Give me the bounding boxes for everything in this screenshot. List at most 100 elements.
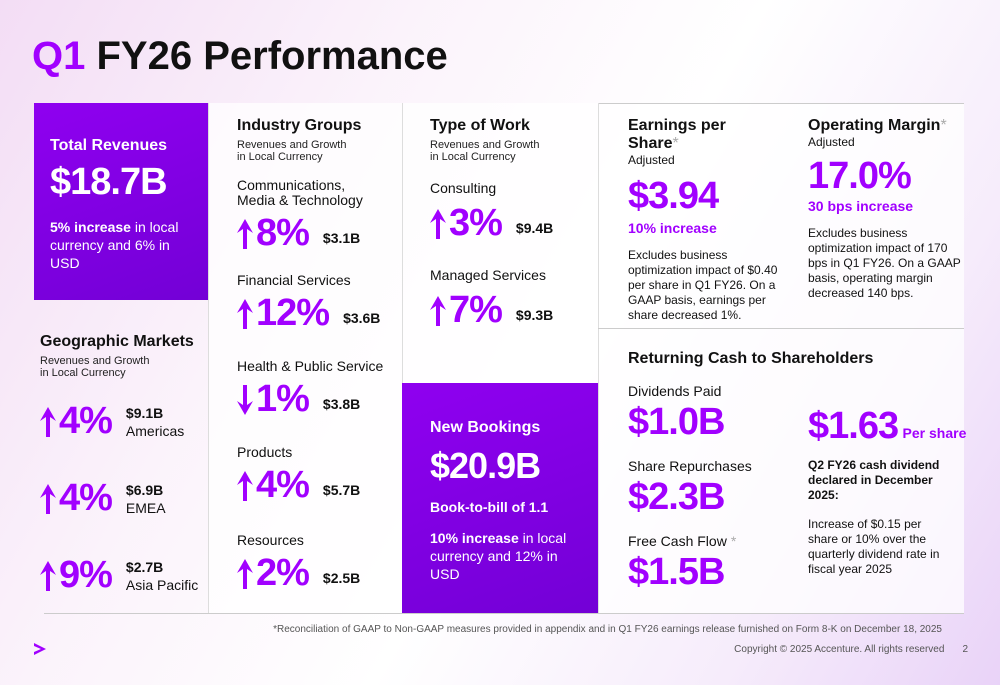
cash-value: $1.5B (628, 551, 725, 593)
dividend: $1.63 Per share Q2 FY26 cash dividend de… (808, 405, 966, 577)
heading: Total Revenues (50, 137, 168, 154)
cash-label-text: Share Repurchases (628, 458, 752, 474)
growth: 4% (59, 400, 113, 442)
arrow-up (237, 470, 253, 501)
work-name: Managed Services (430, 267, 546, 283)
value: $20.9B (430, 445, 541, 486)
growth: 7% (449, 289, 503, 331)
note: Excludes business optimization impact of… (628, 248, 778, 322)
cash-label: Free Cash Flow * (628, 534, 736, 549)
arrow-up (430, 208, 446, 239)
change: 30 bps increase (808, 198, 914, 214)
heading: Returning Cash to Shareholders (628, 350, 874, 367)
growth-row: 3% $9.4B (430, 202, 580, 245)
cash-value: $2.3B (628, 476, 725, 518)
amount: $5.7B (322, 481, 361, 498)
growth: 12% (256, 292, 330, 334)
growth-row: 7% $9.3B (430, 289, 580, 332)
heading: New Bookings (430, 419, 541, 436)
amount: $9.4B (515, 219, 554, 236)
cash-item: Free Cash Flow * $1.5B (628, 534, 736, 594)
work-item: Consulting 3% $9.4B (430, 181, 580, 245)
note: 5% increase in local currency and 6% in … (50, 218, 192, 272)
divider (598, 103, 964, 104)
note: 10% increase in local currency and 12% i… (430, 529, 570, 583)
heading: Earnings per Share* (628, 117, 778, 153)
cash-label: Share Repurchases (628, 459, 752, 474)
industry-name: Products (237, 444, 293, 460)
subheading: Revenues and Growth in Local Currency (430, 139, 540, 163)
ind-heading: Industry Groups Revenues and Growth in L… (237, 117, 361, 163)
cash-label: Dividends Paid (628, 384, 724, 399)
title: Q1 FY26 Performance (32, 34, 448, 79)
cash-value: $1.0B (628, 401, 725, 443)
region: Asia Pacific (125, 576, 199, 593)
amount-group: $2.7B Asia Pacific (126, 559, 198, 593)
subheading: Adjusted (808, 135, 855, 149)
geo-item: 4% $9.1B Americas (40, 400, 184, 443)
asterisk: * (730, 533, 737, 549)
work-name: Consulting (430, 180, 497, 196)
growth-row: 4% $9.1B Americas (40, 400, 184, 443)
heading: Geographic Markets (40, 333, 194, 350)
amount: $3.6B (343, 309, 381, 326)
growth: 4% (59, 477, 113, 519)
footer: Copyright © 2025 Accenture. All rights r… (734, 644, 968, 655)
arrow-up (40, 406, 56, 437)
text: in local currency and 6% in USD (50, 219, 179, 271)
divider (44, 613, 964, 614)
heading: Industry Groups (237, 117, 362, 134)
amount: $9.1B (125, 404, 164, 421)
value: 17.0% (808, 155, 912, 197)
arrow-up (40, 483, 56, 514)
industry-item: Resources 2% $2.5B (237, 533, 387, 595)
amount: $2.7B (125, 558, 164, 575)
highlight: 5% increase (50, 219, 131, 235)
growth: 2% (256, 552, 310, 594)
industry-item: Financial Services 12% $3.6B (237, 273, 387, 335)
copyright: Copyright © 2025 Accenture. All rights r… (734, 644, 945, 655)
heading: Operating Margin* (808, 117, 964, 135)
asterisk: * (672, 135, 679, 152)
value: $18.7B (50, 161, 168, 203)
tow-heading: Type of Work Revenues and Growth in Loca… (430, 117, 540, 163)
heading-text: Operating Margin (808, 117, 941, 134)
text: in local currency and 12% in USD (430, 530, 567, 582)
highlight: 10% increase (430, 530, 519, 546)
title-prefix: Q1 (32, 34, 86, 78)
region: Americas (125, 422, 185, 439)
cash-label-text: Dividends Paid (628, 383, 722, 399)
cash-item: Dividends Paid $1.0B (628, 384, 725, 444)
value: $3.94 (628, 175, 719, 217)
growth: 9% (59, 554, 113, 596)
subheading: Adjusted (628, 153, 675, 167)
amount-group: $6.9B EMEA (126, 482, 166, 516)
heading-text: Earnings per Share (628, 117, 726, 152)
heading: Type of Work (430, 117, 530, 134)
arrow-up (237, 558, 253, 589)
growth-row: 12% $3.6B (237, 292, 387, 335)
amount: $6.9B (125, 481, 164, 498)
value: $1.63 (808, 405, 899, 447)
divider (598, 103, 599, 613)
dividend-text: Increase of $0.15 per share or 10% over … (808, 517, 940, 576)
geo-item: 4% $6.9B EMEA (40, 477, 166, 520)
geo-heading: Geographic Markets Revenues and Growth i… (40, 333, 194, 379)
title-text: FY26 Performance (96, 34, 448, 78)
growth: 4% (256, 464, 310, 506)
growth-row: 4% $6.9B EMEA (40, 477, 166, 520)
growth-row: 8% $3.1B (237, 212, 387, 255)
arrow-up (430, 295, 446, 326)
industry-item: Communications, Media & Technology 8% $3.1… (237, 178, 387, 255)
footnote: *Reconciliation of GAAP to Non-GAAP meas… (273, 624, 942, 635)
divider (208, 103, 209, 613)
growth-row: 2% $2.5B (237, 552, 387, 595)
industry-name: Resources (237, 532, 304, 548)
arrow-up (237, 298, 253, 329)
divider (402, 103, 403, 383)
growth: 3% (449, 202, 503, 244)
amount-group: $9.1B Americas (126, 405, 184, 439)
work-item: Managed Services 7% $9.3B (430, 268, 580, 332)
asterisk: * (940, 117, 947, 134)
